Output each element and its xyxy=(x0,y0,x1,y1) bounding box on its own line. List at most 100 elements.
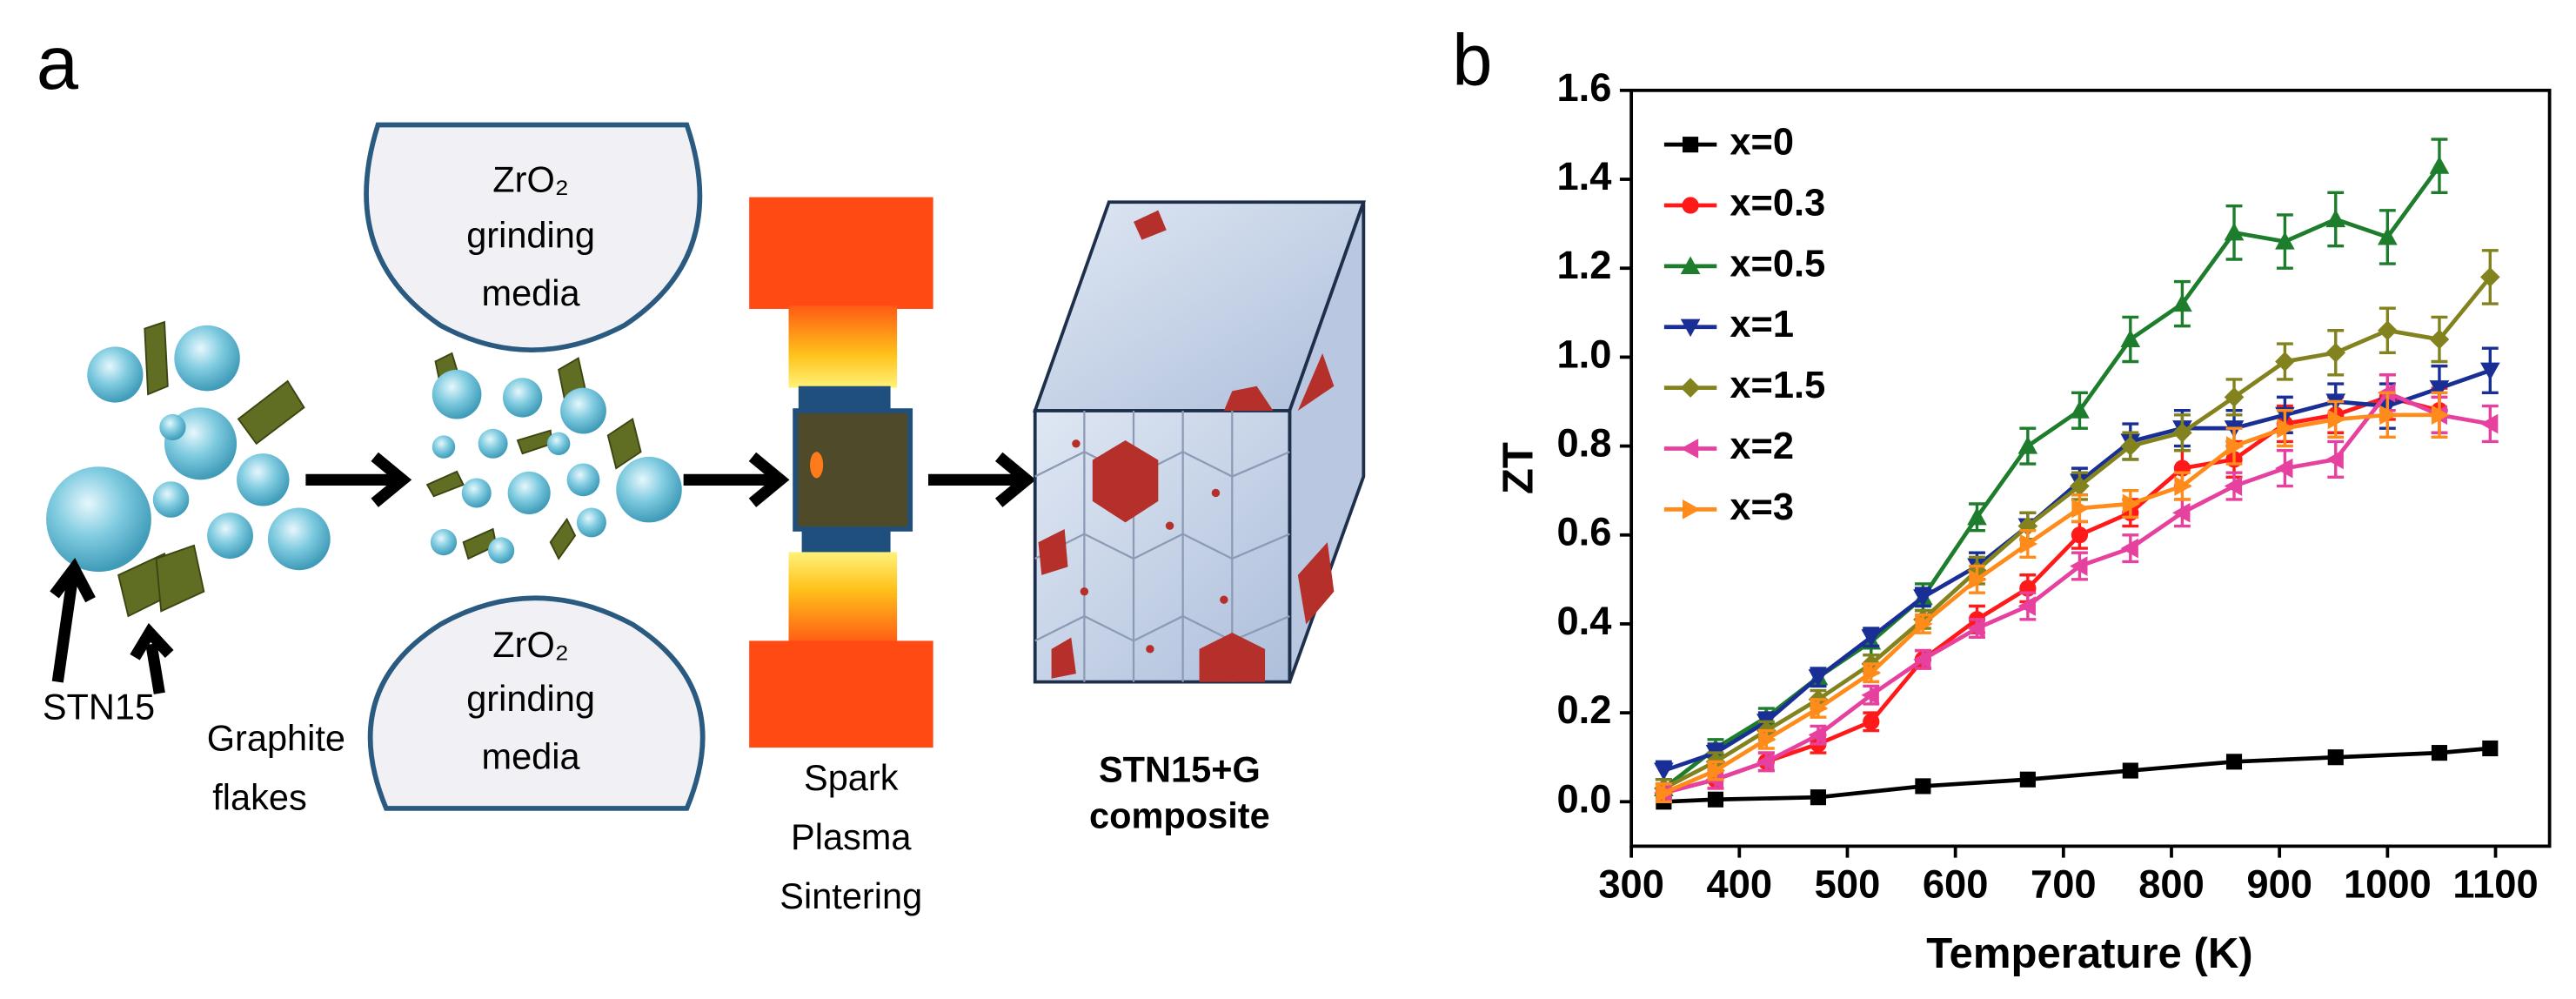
x-tick-label: 1000 xyxy=(2344,862,2432,907)
media-bottom-text: media xyxy=(482,735,581,776)
stn15-label: STN15 xyxy=(43,687,155,727)
marker xyxy=(1915,778,1931,795)
sps-label: Spark xyxy=(804,757,899,798)
marker xyxy=(2325,449,2344,470)
marker xyxy=(2017,436,2038,454)
marker xyxy=(1969,569,1987,590)
x-tick-label: 1100 xyxy=(2452,862,2538,907)
marker xyxy=(2120,436,2141,456)
sps-column xyxy=(749,197,933,748)
legend-marker xyxy=(1683,137,1699,153)
marker xyxy=(2120,538,2138,559)
marker xyxy=(1861,685,1879,706)
marker xyxy=(2327,749,2344,766)
marker xyxy=(2325,342,2346,363)
y-tick-label: 0.0 xyxy=(1556,776,1611,821)
media-bottom-text: ZrO₂ xyxy=(492,624,569,665)
marker xyxy=(2122,493,2141,514)
x-tick-label: 600 xyxy=(1923,862,1989,907)
x-tick-label: 300 xyxy=(1598,862,1664,907)
marker xyxy=(2071,498,2090,519)
marker xyxy=(2224,476,2243,496)
marker xyxy=(2378,227,2398,245)
marker xyxy=(1967,618,1985,639)
panel-label: a xyxy=(37,21,79,105)
marker xyxy=(2172,293,2192,312)
y-tick-label: 1.0 xyxy=(1556,332,1611,376)
marker xyxy=(2479,267,2500,287)
marker xyxy=(2225,436,2245,456)
y-tick-label: 0.2 xyxy=(1556,687,1611,732)
marker xyxy=(1758,729,1776,750)
legend-label: x=1 xyxy=(1730,304,1794,345)
x-axis-label: Temperature (K) xyxy=(1926,930,2252,977)
legend-marker xyxy=(1680,378,1701,398)
marker xyxy=(2019,533,2038,554)
marker xyxy=(2275,231,2295,250)
panel-label: b xyxy=(1452,19,1492,100)
legend-marker xyxy=(1680,439,1699,459)
arrows xyxy=(50,452,1036,694)
legend-label: x=1.5 xyxy=(1730,365,1825,406)
y-tick-label: 1.4 xyxy=(1556,154,1611,198)
y-tick-label: 1.6 xyxy=(1556,65,1611,110)
marker xyxy=(1756,751,1775,772)
y-tick-label: 0.6 xyxy=(1556,510,1611,554)
marker xyxy=(2070,476,2090,496)
marker xyxy=(2431,405,2450,426)
marker xyxy=(1707,761,1726,781)
media-bottom-text: grinding xyxy=(466,678,595,719)
product-label: composite xyxy=(1089,795,1270,835)
x-tick-label: 900 xyxy=(2246,862,2312,907)
marker xyxy=(1654,762,1674,781)
legend-marker xyxy=(1682,197,1699,214)
marker xyxy=(1915,613,1933,634)
media-top-text: media xyxy=(482,272,581,313)
x-tick-label: 400 xyxy=(1707,862,1773,907)
marker xyxy=(2429,380,2450,399)
series-line xyxy=(1663,394,2440,795)
legend-label: x=0 xyxy=(1730,122,1794,164)
media-top-text: ZrO₂ xyxy=(492,159,569,200)
marker xyxy=(1967,506,1987,526)
legend-label: x=3 xyxy=(1730,486,1794,528)
marker xyxy=(2122,762,2138,779)
marker xyxy=(2070,556,2088,576)
media-top xyxy=(364,122,703,353)
marker xyxy=(2277,418,2295,439)
marker xyxy=(2275,458,2293,479)
marker xyxy=(2482,740,2499,757)
marker xyxy=(2070,400,2090,419)
marker xyxy=(1863,713,1880,730)
marker xyxy=(2019,771,2036,788)
panel-a: a ZrO₂ grinding media ZrO₂ grinding me xyxy=(37,21,1367,916)
sps-label: Sintering xyxy=(779,875,922,916)
y-tick-label: 0.4 xyxy=(1556,599,1611,643)
x-tick-label: 700 xyxy=(2031,862,2097,907)
marker xyxy=(1913,589,1933,607)
marker xyxy=(1808,669,1829,687)
x-tick-label: 500 xyxy=(1815,862,1881,907)
sps-label: Plasma xyxy=(791,816,912,857)
marker xyxy=(2225,754,2243,770)
marker xyxy=(2172,422,2192,443)
legend-marker xyxy=(1680,318,1701,338)
marker xyxy=(2174,476,2192,496)
marker xyxy=(2224,223,2245,241)
plot-frame xyxy=(1629,88,2552,848)
marker xyxy=(2071,526,2089,544)
legend-label: x=0.3 xyxy=(1730,182,1825,224)
marker xyxy=(2327,409,2346,430)
marker xyxy=(2429,156,2450,174)
marker xyxy=(1810,789,1827,806)
marker xyxy=(2172,502,2191,523)
cube xyxy=(1033,200,1367,684)
legend-marker xyxy=(1683,500,1701,520)
marker xyxy=(2379,405,2398,426)
marker xyxy=(2378,320,2398,341)
product-label: STN15+G xyxy=(1099,748,1261,789)
marker xyxy=(2431,745,2448,761)
marker xyxy=(1810,698,1829,719)
